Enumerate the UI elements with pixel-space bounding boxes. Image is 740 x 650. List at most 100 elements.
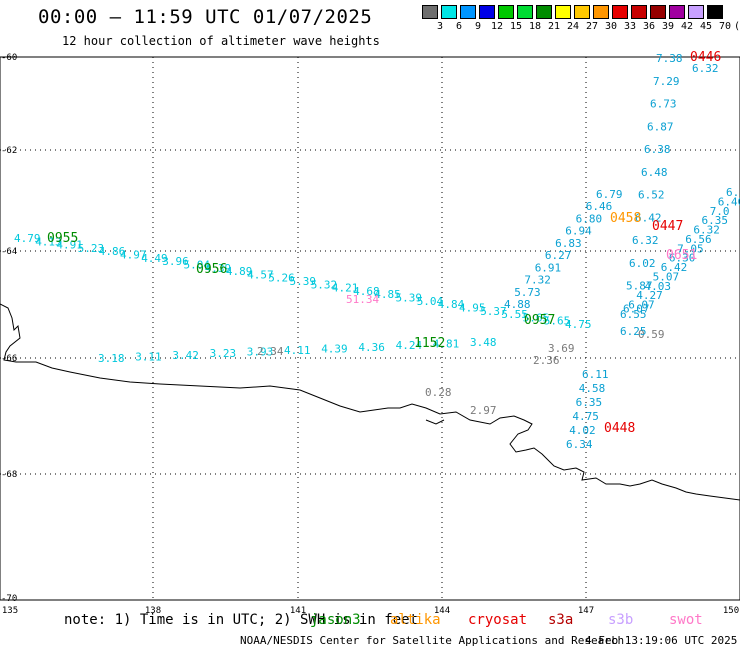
pass-time-label: 0955	[47, 231, 78, 246]
wave-height-label: 4.88	[504, 298, 531, 311]
lon-tick-label: 135	[2, 606, 18, 616]
legend-swatch	[498, 5, 514, 19]
legend-label: 24	[566, 21, 580, 32]
wave-height-label: 6.91	[535, 261, 562, 274]
legend-swatch	[441, 5, 457, 19]
wave-height-label: 6.79	[596, 188, 623, 201]
wave-height-label: 4.97	[120, 249, 147, 262]
coastline-inlet	[425, 419, 445, 425]
wave-height-label: 5.39	[290, 275, 317, 288]
wave-height-label: 6.80	[576, 212, 603, 225]
legend-label: 9	[474, 21, 482, 32]
legend-swatch	[707, 5, 723, 19]
wave-height-label: 6.07	[628, 299, 655, 312]
satellite-s3a: s3a	[548, 612, 574, 628]
wave-height-label: 5.39	[396, 292, 423, 305]
satellite-s3b: s3b	[608, 612, 634, 628]
wave-height-label: 6.27	[545, 249, 572, 262]
wave-height-label: 7.38	[656, 52, 683, 65]
wave-height-label: 6.35	[576, 396, 603, 409]
wave-height-label: 5.04	[184, 259, 211, 272]
wave-height-label: 4.24	[396, 339, 423, 352]
wave-height-label: 4.21	[332, 282, 359, 295]
generated-timestamp: 4 Feb 13:19:06 UTC 2025	[585, 634, 738, 647]
wave-height-label: 4.11	[284, 344, 311, 357]
lat-tick-label: -64	[1, 247, 17, 257]
pass-time-label: 0447	[652, 219, 683, 234]
plot-frame	[0, 56, 740, 601]
lat-tick-labels: -60 -62 -64 -66 -68 -70	[1, 53, 17, 604]
wave-height-label: 3.96	[162, 255, 189, 268]
wave-height-label: 0.28	[425, 386, 452, 399]
wave-height-label: 7.32	[524, 274, 551, 287]
wave-height-label: 2.36	[533, 354, 560, 367]
satellite-cryosat: cryosat	[468, 612, 528, 628]
wave-height-label: 5.23	[78, 242, 105, 255]
legend-swatch	[593, 5, 609, 19]
wave-height-label: 6.56	[685, 233, 712, 246]
wave-height-label: 3.69	[548, 342, 575, 355]
lat-tick-label: -66	[1, 354, 17, 364]
pass-time-label: 0458	[610, 211, 641, 226]
wave-height-label: 6.30	[669, 252, 696, 265]
legend-label: 39	[661, 21, 675, 32]
wave-height-label: 6.11	[582, 368, 609, 381]
legend-swatch	[422, 5, 438, 19]
legend-swatch	[479, 5, 495, 19]
wave-height-label: 6.52	[638, 189, 665, 202]
wave-height-label: 3.93	[247, 346, 273, 359]
wave-height-label: 4.68	[353, 285, 380, 298]
wave-height-label: 4.75	[565, 318, 592, 331]
lat-tick-label: -70	[1, 594, 17, 604]
lon-tick-label: 138	[145, 606, 161, 616]
satellite-swot: swot	[669, 612, 703, 628]
grid-lines	[0, 57, 740, 600]
legend-swatch	[688, 5, 704, 19]
legend-swatch	[574, 5, 590, 19]
wave-height-label: 6.32	[632, 234, 659, 247]
wave-height-label: 6.87	[647, 120, 674, 133]
legend-swatch	[669, 5, 685, 19]
wave-height-label: 4.84	[438, 298, 465, 311]
wave-height-labels: 4.794.134.915.234.864.974.493.965.044.39…	[14, 52, 740, 451]
wave-height-label: 4.91	[56, 239, 83, 252]
legend-unit: (ft)	[734, 21, 740, 32]
wave-height-label: 3.42	[172, 349, 199, 362]
wave-height-label: 4.02	[569, 424, 596, 437]
legend-label: 6	[455, 21, 463, 32]
wave-height-label: 6.73	[650, 98, 677, 111]
wave-height-label: 5.87	[626, 280, 653, 293]
wave-height-label: 4.39	[205, 262, 232, 275]
wave-height-label: 4.86	[99, 245, 126, 258]
legend-swatch	[650, 5, 666, 19]
wave-height-label: 5.04	[417, 295, 444, 308]
legend-swatch	[612, 5, 628, 19]
legend-label: 3	[436, 21, 444, 32]
wave-height-label: 5.37	[480, 305, 507, 318]
wave-height-label: 4.03	[645, 280, 672, 293]
wave-height-label: 4.85	[374, 288, 401, 301]
lon-tick-labels: 135 138 141 144 147 150	[2, 606, 739, 616]
wave-height-label: 5.65	[523, 311, 550, 324]
legend-label: 12	[490, 21, 504, 32]
wave-height-label: 4.49	[141, 252, 168, 265]
pass-time-label: 0957	[524, 313, 555, 328]
wave-height-label: 7.29	[653, 75, 680, 88]
pass-time-label: 1152	[414, 336, 445, 351]
satellite-jason3: jason3	[310, 612, 361, 628]
lon-tick-label: 144	[434, 606, 450, 616]
satellite-altika: altika	[390, 612, 441, 628]
wave-height-label: 4.75	[572, 410, 599, 423]
wave-height-label: 6.34	[566, 438, 593, 451]
footer-note: note: 1) Time is in UTC; 2) SWH is in fe…	[64, 612, 419, 628]
wave-height-label: 5.07	[653, 271, 680, 284]
credit-text: NOAA/NESDIS Center for Satellite Applica…	[240, 634, 625, 647]
wave-height-label: 5.32	[311, 278, 338, 291]
wave-height-label: 6.83	[555, 237, 582, 250]
legend-label: 45	[699, 21, 713, 32]
legend-label: 42	[680, 21, 694, 32]
legend-label: 36	[642, 21, 656, 32]
legend-label: 18	[528, 21, 542, 32]
wave-height-label: 3.18	[98, 352, 125, 365]
